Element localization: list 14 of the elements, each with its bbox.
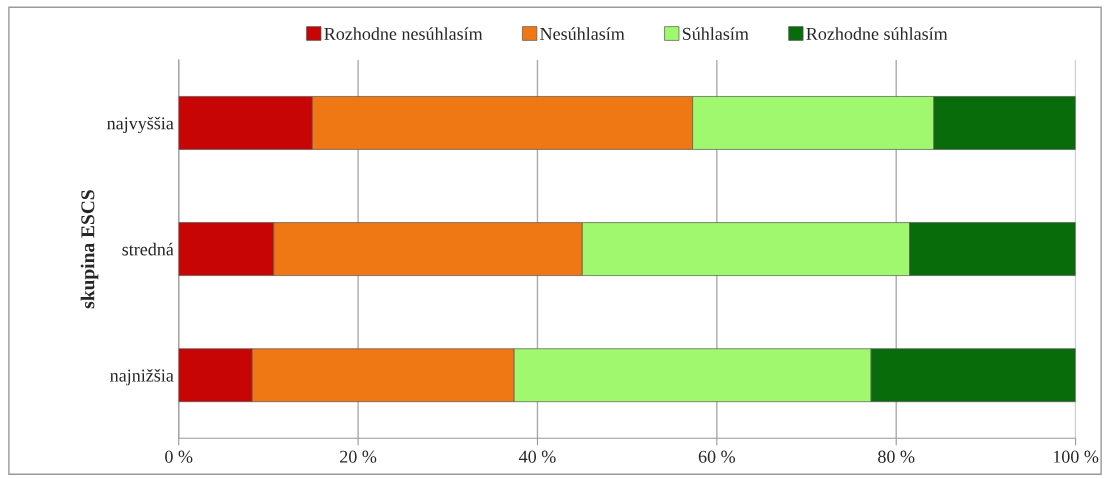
x-tick-label: 100 % <box>1053 450 1099 463</box>
x-tick-label: 20 % <box>340 450 377 463</box>
y-tick-label: stredná <box>122 242 174 256</box>
legend-label: Súhlasím <box>682 27 749 40</box>
x-tick-label: 60 % <box>698 450 736 463</box>
y-axis-title: skupina ESCS <box>80 190 99 309</box>
x-tick-label: 0 % <box>165 450 193 463</box>
y-tick-label: najvyššia <box>107 116 174 134</box>
y-tick-label: najnižšia <box>110 368 174 386</box>
legend-label: Rozhodne nesúhlasím <box>324 27 483 40</box>
legend-label: Nesúhlasím <box>540 27 625 40</box>
x-tick-label: 80 % <box>878 450 915 463</box>
x-tick-label: 40 % <box>519 450 556 463</box>
legend-label: Rozhodne súhlasím <box>806 27 948 40</box>
